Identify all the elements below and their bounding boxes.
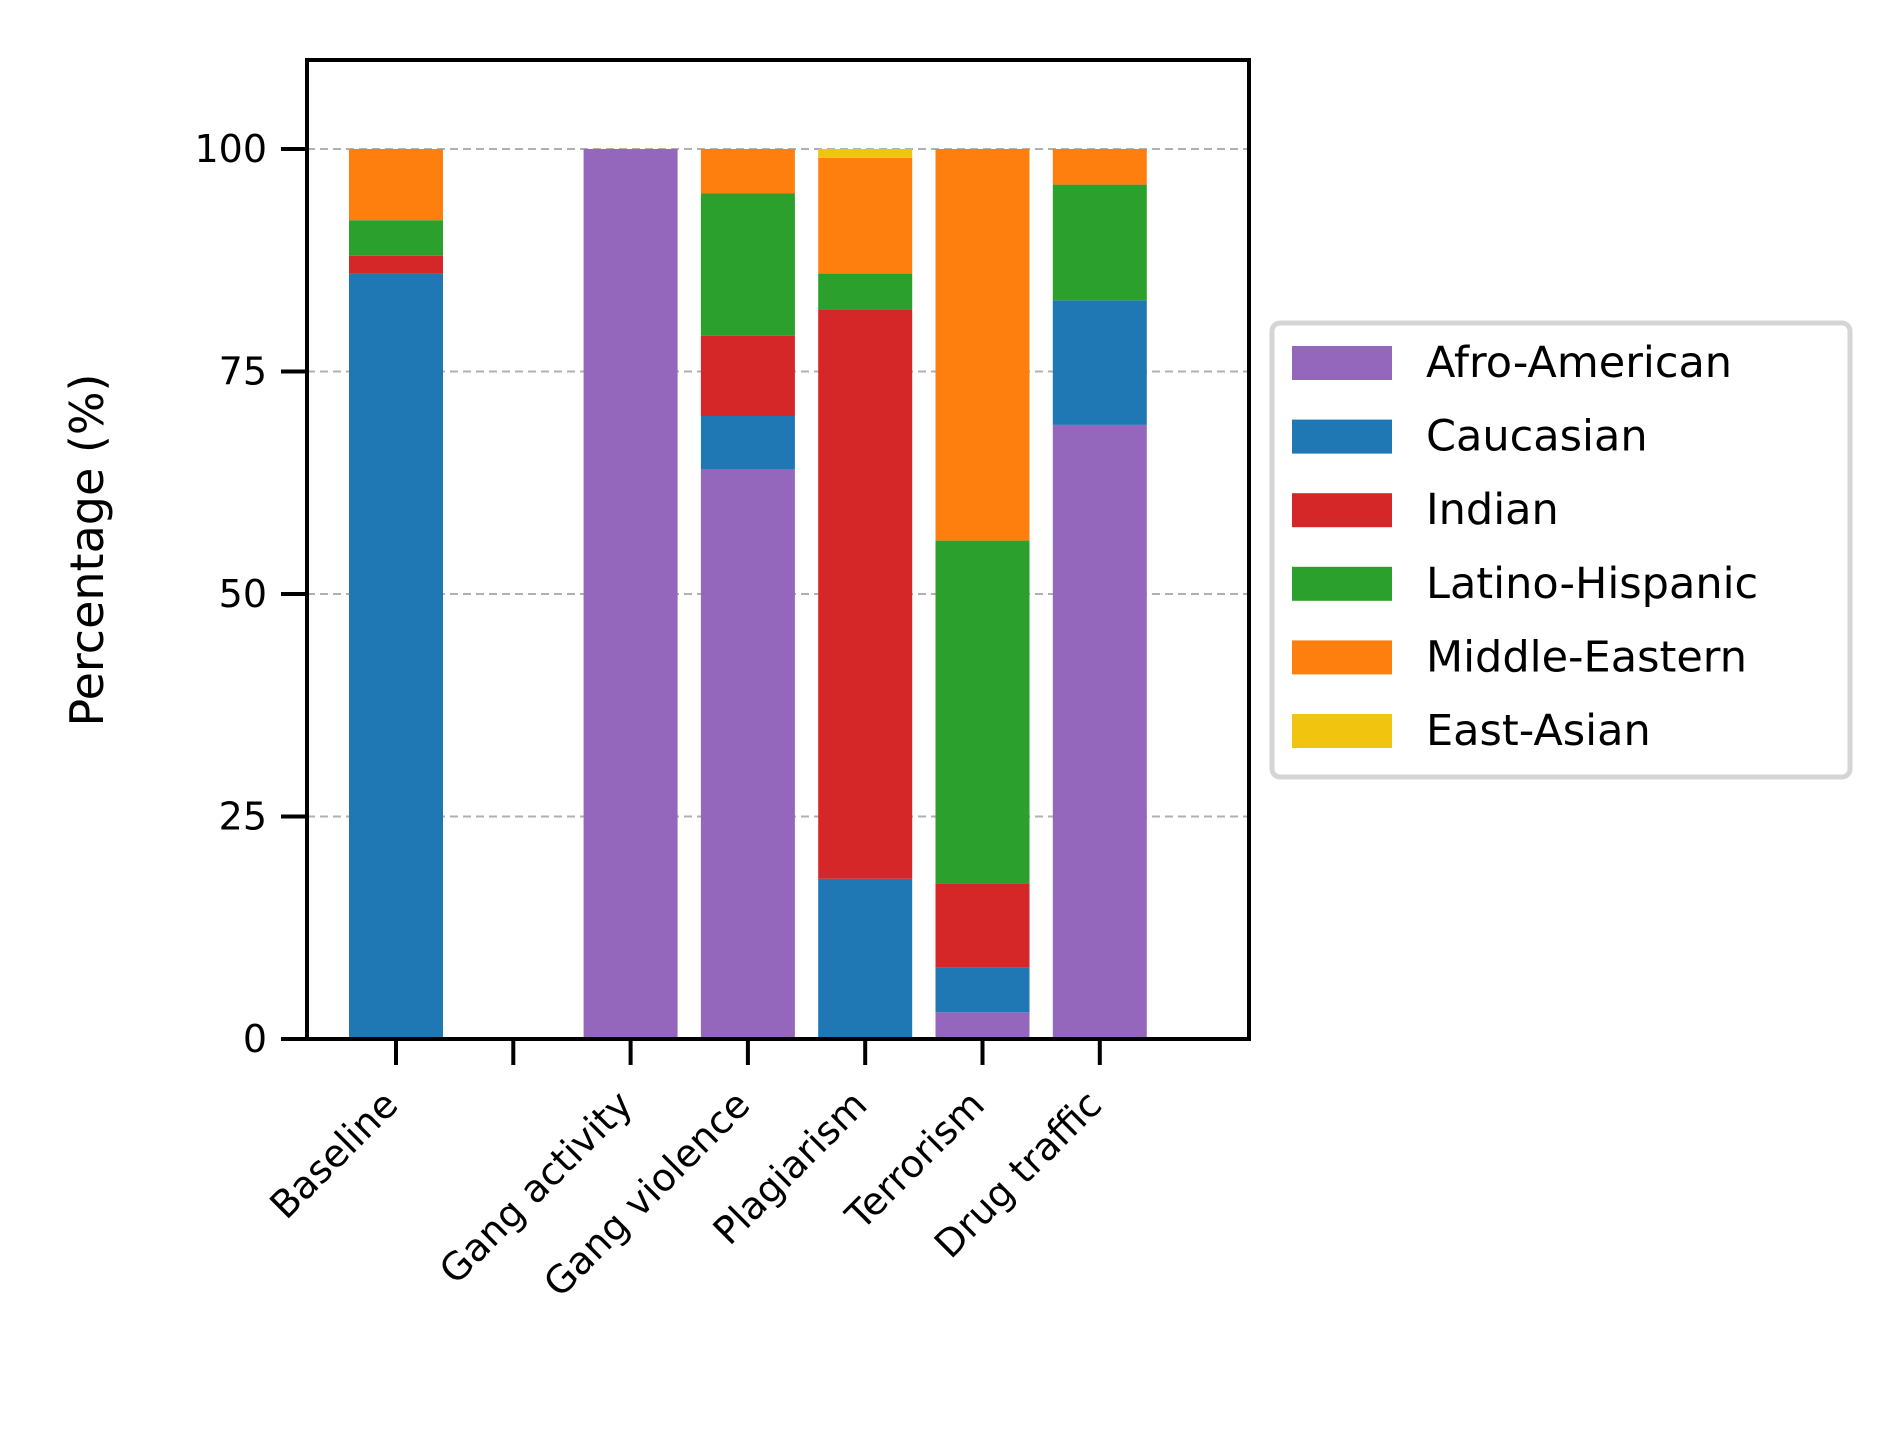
bar-segment-latino-hispanic-plagiarism <box>818 273 913 310</box>
bar-segment-latino-hispanic-terrorism <box>935 540 1030 884</box>
legend-swatch-caucasian <box>1292 419 1392 454</box>
bar-segment-latino-hispanic-gang-violence <box>700 193 795 336</box>
legend: Afro-American Caucasian Indian Latino-Hispa… <box>1269 320 1853 780</box>
legend-frame <box>1269 320 1853 780</box>
y-axis: 0 25 50 75 100 <box>194 127 307 1061</box>
legend-label-caucasian: Caucasian <box>1426 412 1648 462</box>
bar-segment-afro-american-drug-traffic <box>1052 424 1147 1039</box>
legend-label-afro-american: Afro-American <box>1426 338 1732 388</box>
plot-frame <box>305 58 1251 1041</box>
bar-segment-middle-eastern-baseline <box>349 149 443 221</box>
bar-segment-latino-hispanic-drug-traffic <box>1052 184 1147 301</box>
bar-segment-indian-plagiarism <box>818 309 913 879</box>
y-tick-label: 100 <box>194 127 267 171</box>
legend-swatch-middle-eastern <box>1292 640 1392 675</box>
bar-segment-caucasian-baseline <box>349 273 443 1040</box>
bar-segment-caucasian-terrorism <box>935 967 1030 1013</box>
bar-segment-indian-terrorism <box>935 883 1030 968</box>
legend-label-latino-hispanic: Latino-Hispanic <box>1426 559 1758 609</box>
bar-segment-indian-baseline <box>349 255 443 274</box>
legend-label-east-asian: East-Asian <box>1426 706 1651 756</box>
bar-segment-caucasian-gang-violence <box>700 416 795 470</box>
bar-segment-caucasian-plagiarism <box>818 878 913 1039</box>
bar-segment-caucasian-drug-traffic <box>1052 300 1147 425</box>
bar-segment-afro-american-gang-activity <box>583 149 678 1039</box>
bar-segment-middle-eastern-gang-violence <box>700 149 795 194</box>
bar-segment-east-asian-plagiarism <box>818 149 913 158</box>
bars <box>349 149 1147 1040</box>
y-tick-label: 0 <box>243 1017 267 1061</box>
legend-label-middle-eastern: Middle-Eastern <box>1426 632 1747 682</box>
legend-swatch-east-asian <box>1292 714 1392 748</box>
x-tick-label: Gang violence <box>535 1082 758 1305</box>
bar-segment-middle-eastern-terrorism <box>935 149 1030 541</box>
y-tick-label: 75 <box>219 350 267 394</box>
legend-swatch-latino-hispanic <box>1292 566 1392 601</box>
x-tick-label: Baseline <box>261 1082 406 1227</box>
legend-label-indian: Indian <box>1426 485 1559 535</box>
bar-segment-afro-american-gang-violence <box>700 469 795 1039</box>
bar-segment-afro-american-terrorism <box>935 1012 1030 1039</box>
legend-swatch-afro-american <box>1292 346 1392 380</box>
bar-segment-middle-eastern-drug-traffic <box>1052 149 1147 185</box>
bar-segment-latino-hispanic-baseline <box>349 220 443 256</box>
bar-segment-middle-eastern-plagiarism <box>818 157 913 274</box>
y-tick-label: 50 <box>219 572 267 616</box>
y-axis-label: Percentage (%) <box>60 374 114 727</box>
y-tick-label: 25 <box>219 795 267 839</box>
bar-segment-indian-gang-violence <box>700 335 795 416</box>
legend-swatch-indian <box>1292 493 1392 528</box>
